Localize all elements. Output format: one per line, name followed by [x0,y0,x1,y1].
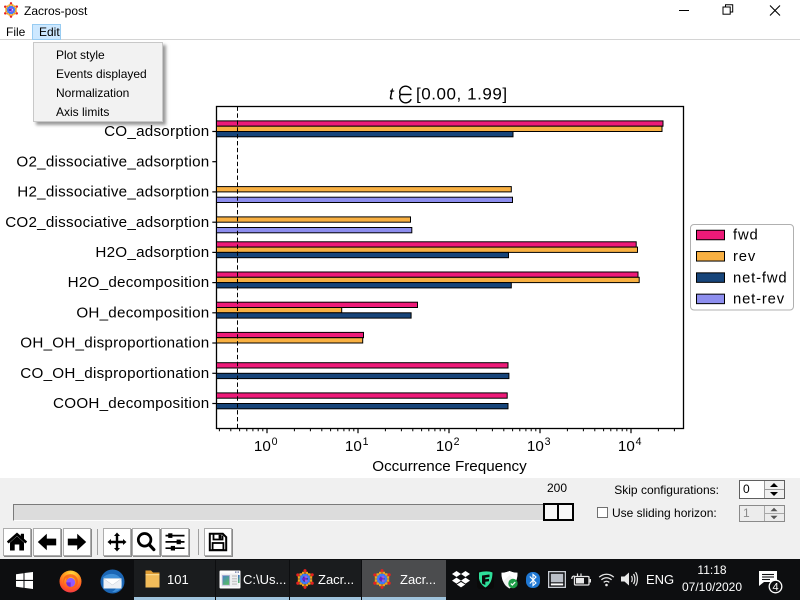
svg-text:10: 10 [527,438,544,455]
svg-text:O2_dissociative_adsorption: O2_dissociative_adsorption [16,153,209,170]
svg-text:Occurrence Frequency: Occurrence Frequency [372,458,527,475]
svg-text:H2O_decomposition: H2O_decomposition [68,274,210,291]
svg-text:CO2_dissociative_adsorption: CO2_dissociative_adsorption [5,214,209,231]
svg-text:10: 10 [345,438,362,455]
svg-text:OH_OH_disproportionation: OH_OH_disproportionation [20,335,209,352]
svg-text:0: 0 [272,436,278,448]
svg-text:net-rev: net-rev [733,292,785,308]
svg-text:CO_OH_disproportionation: CO_OH_disproportionation [20,365,209,382]
svg-text:10: 10 [254,438,271,455]
svg-text:10: 10 [436,438,453,455]
svg-text:H2_dissociative_adsorption: H2_dissociative_adsorption [17,184,209,201]
svg-text:rev: rev [733,249,756,265]
svg-text:net-fwd: net-fwd [733,270,787,286]
svg-text:1: 1 [363,436,369,448]
svg-text:[0.00, 1.99]: [0.00, 1.99] [416,85,508,104]
svg-text:t: t [389,85,395,104]
svg-text:CO_adsorption: CO_adsorption [104,123,209,140]
svg-text:OH_decomposition: OH_decomposition [76,304,209,321]
svg-text:3: 3 [545,436,551,448]
svg-text:H2O_adsorption: H2O_adsorption [95,244,209,261]
svg-text:2: 2 [454,436,460,448]
svg-text:10: 10 [618,438,635,455]
svg-text:COOH_decomposition: COOH_decomposition [53,395,209,412]
svg-text:4: 4 [636,436,642,448]
svg-text:fwd: fwd [733,228,759,244]
svg-text:4: 4 [772,582,778,594]
